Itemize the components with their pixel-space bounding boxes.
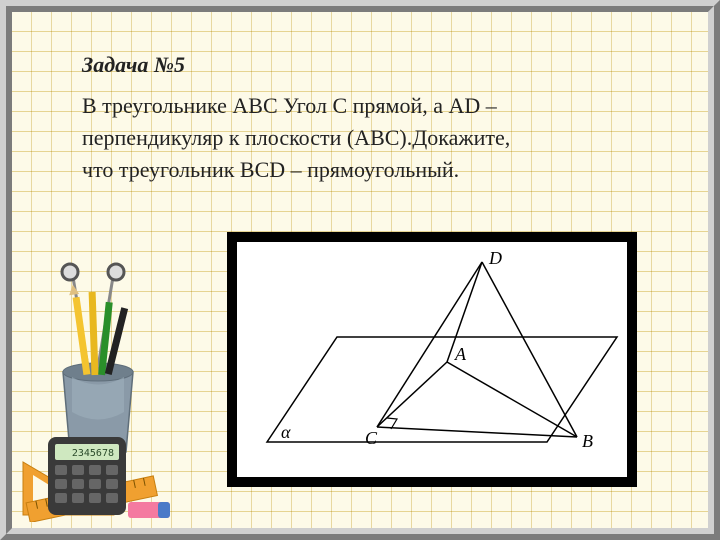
calculator-icon: 2345678 [48,437,126,515]
pencils-icon [68,284,128,375]
label-D: D [488,248,502,268]
label-alpha: α [281,422,291,442]
line-3: что треугольник ВСD – прямоугольный. [82,157,459,182]
geometry-svg: A B C D α [237,242,627,477]
line-2: перпендикуляр к плоскости (АВС).Докажите… [82,125,510,150]
label-B: B [582,431,593,451]
label-A: A [454,344,467,364]
eraser-icon [128,502,170,518]
calc-screen-text: 2345678 [72,448,114,459]
problem-text: В треугольнике АВС Угол С прямой, а АD –… [82,90,648,186]
edges [377,262,577,437]
plane-alpha [267,337,617,442]
label-C: C [365,428,378,448]
line-1: В треугольнике АВС Угол С прямой, а АD – [82,93,497,118]
text-block: Задача №5 В треугольнике АВС Угол С прям… [82,52,648,186]
stationery-icon: 2345678 [18,262,228,522]
problem-title: Задача №5 [82,52,648,78]
geometry-figure: A B C D α [227,232,637,487]
slide-frame: Задача №5 В треугольнике АВС Угол С прям… [0,0,720,540]
